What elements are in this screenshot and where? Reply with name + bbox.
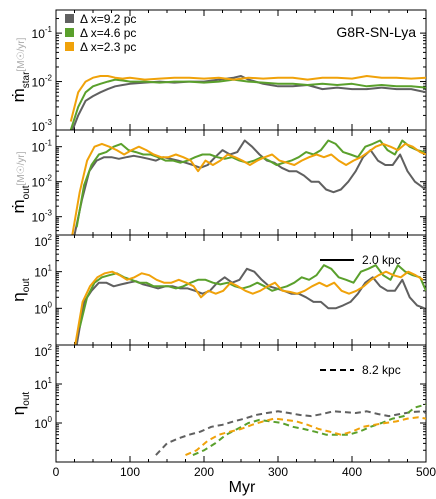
y-axis-symbol: η bbox=[9, 406, 28, 415]
chart-title: G8R-SN-Lya bbox=[336, 24, 416, 40]
series-line-1 bbox=[155, 410, 426, 456]
y-axis-symbol: ṁ bbox=[9, 88, 28, 102]
legend-swatch-2 bbox=[65, 28, 74, 37]
x-tick-label: 500 bbox=[416, 465, 436, 479]
series-line-3 bbox=[71, 142, 426, 235]
series-line-2 bbox=[75, 139, 425, 228]
y-tick-label: 10-2 bbox=[32, 174, 53, 190]
series-line-3 bbox=[69, 75, 426, 122]
y-axis-subscript: star bbox=[21, 71, 32, 88]
y-tick-label: 10-1 bbox=[32, 139, 53, 155]
x-axis-label: Myr bbox=[229, 479, 256, 496]
y-tick-label: 100 bbox=[34, 415, 52, 431]
x-tick-label: 300 bbox=[268, 465, 288, 479]
legend-swatch-1 bbox=[65, 14, 74, 23]
y-tick-label: 100 bbox=[34, 300, 52, 316]
y-tick-base: 10 bbox=[34, 235, 48, 249]
legend-label-2: Δ x=4.6 pc bbox=[80, 26, 136, 40]
y-axis-unit: [M☉/yr] bbox=[16, 151, 27, 185]
y-tick-exponent: -2 bbox=[45, 74, 53, 83]
legend-swatch-3 bbox=[65, 42, 74, 51]
y-tick-exponent: -3 bbox=[45, 118, 53, 127]
y-tick-base: 10 bbox=[34, 302, 48, 316]
reference-label: 2.0 kpc bbox=[362, 253, 401, 267]
y-tick-base: 10 bbox=[32, 176, 46, 190]
x-tick-label: 0 bbox=[53, 465, 60, 479]
series-line-3 bbox=[74, 270, 424, 345]
y-axis-subscript: out bbox=[21, 185, 32, 199]
y-axis-label: ηout bbox=[9, 278, 32, 302]
series-line-1 bbox=[73, 139, 426, 235]
y-tick-exponent: -1 bbox=[45, 25, 53, 34]
legend-label-1: Δ x=9.2 pc bbox=[80, 12, 136, 26]
y-tick-base: 10 bbox=[34, 345, 48, 359]
y-tick-base: 10 bbox=[32, 76, 46, 90]
panels: 10-110-210-3ṁstar[M☉/yr]10-110-210-3ṁout… bbox=[9, 9, 427, 463]
x-tick-label: 400 bbox=[342, 465, 362, 479]
y-tick-label: 10-3 bbox=[32, 118, 53, 134]
y-axis-label: ṁout[M☉/yr] bbox=[9, 151, 32, 213]
y-tick-exponent: -1 bbox=[45, 139, 53, 148]
y-tick-base: 10 bbox=[34, 417, 48, 431]
y-tick-exponent: 0 bbox=[48, 300, 53, 309]
y-tick-exponent: 1 bbox=[48, 376, 53, 385]
y-tick-label: 102 bbox=[34, 233, 52, 249]
y-tick-label: 101 bbox=[34, 376, 52, 392]
series-line-2 bbox=[78, 264, 426, 328]
y-tick-base: 10 bbox=[34, 266, 48, 280]
y-tick-exponent: -3 bbox=[45, 209, 53, 218]
y-tick-exponent: -2 bbox=[45, 174, 53, 183]
y-axis-label: ṁstar[M☉/yr] bbox=[9, 37, 32, 102]
y-tick-label: 101 bbox=[34, 264, 52, 280]
y-tick-base: 10 bbox=[32, 211, 46, 225]
y-tick-label: 10-3 bbox=[32, 209, 53, 225]
y-axis-symbol: ṁ bbox=[9, 199, 28, 213]
panel-frame bbox=[55, 234, 427, 346]
y-tick-base: 10 bbox=[32, 120, 46, 134]
y-tick-exponent: 1 bbox=[48, 264, 53, 273]
x-tick-label: 100 bbox=[120, 465, 140, 479]
y-tick-base: 10 bbox=[32, 27, 46, 41]
y-axis-unit: [M☉/yr] bbox=[16, 37, 27, 71]
y-tick-exponent: 2 bbox=[48, 343, 53, 352]
y-tick-base: 10 bbox=[34, 378, 48, 392]
y-tick-base: 10 bbox=[32, 141, 46, 155]
legend: Δ x=9.2 pcΔ x=4.6 pcΔ x=2.3 pc bbox=[65, 12, 136, 54]
y-tick-exponent: 0 bbox=[48, 415, 53, 424]
reference-label: 8.2 kpc bbox=[362, 363, 401, 377]
y-axis-subscript: out bbox=[21, 392, 32, 406]
y-tick-label: 102 bbox=[34, 343, 52, 359]
y-axis-label: ηout bbox=[9, 392, 32, 416]
series-group bbox=[69, 75, 426, 130]
legend-label-3: Δ x=2.3 pc bbox=[80, 40, 136, 54]
series-group bbox=[155, 403, 426, 457]
x-tick-label: 200 bbox=[194, 465, 214, 479]
series-line-3 bbox=[185, 416, 426, 457]
y-axis-symbol: η bbox=[9, 292, 28, 301]
series-line-2 bbox=[69, 78, 426, 130]
x-axis: 0 100 200 300 400 500 bbox=[53, 465, 436, 479]
y-tick-exponent: 2 bbox=[48, 233, 53, 242]
y-tick-label: 10-1 bbox=[32, 25, 53, 41]
series-group bbox=[74, 264, 426, 345]
y-tick-label: 10-2 bbox=[32, 74, 53, 90]
y-axis-subscript: out bbox=[21, 278, 32, 292]
series-group bbox=[71, 139, 426, 235]
series-line-2 bbox=[192, 403, 426, 457]
